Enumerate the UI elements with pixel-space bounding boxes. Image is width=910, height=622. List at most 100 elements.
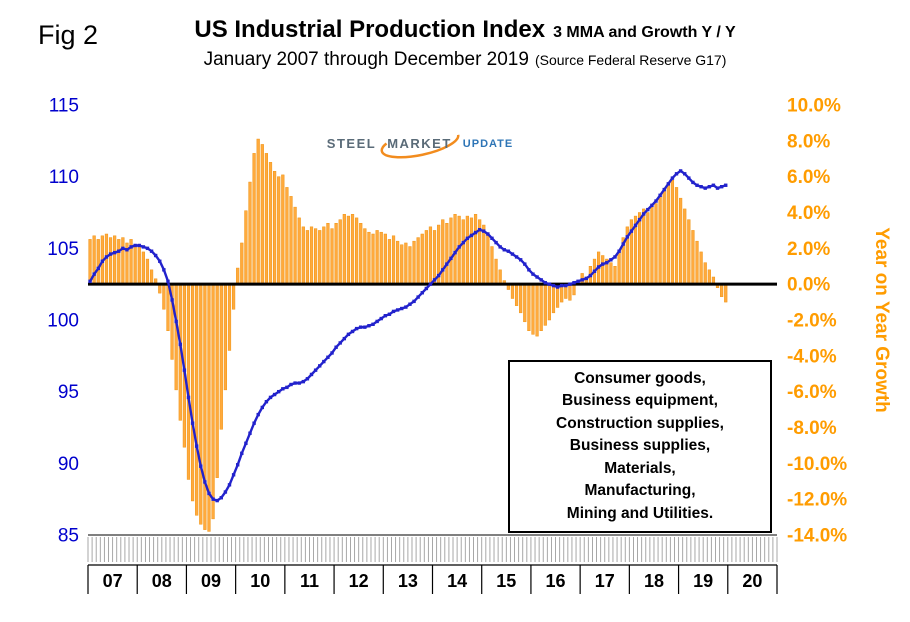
growth-bar [297, 217, 301, 285]
growth-bar [609, 262, 613, 285]
growth-bar [650, 206, 654, 285]
right-axis-title: Year on Year Growth [871, 227, 892, 413]
right-axis-tick-label: 4.0% [787, 203, 830, 224]
growth-bar [674, 187, 679, 285]
growth-bar [482, 224, 486, 285]
growth-bar [244, 210, 248, 285]
growth-bar [720, 283, 724, 297]
left-axis-tick-label: 100 [47, 311, 79, 332]
growth-bar [133, 246, 137, 285]
growth-bar [285, 187, 289, 285]
growth-bar [113, 235, 117, 285]
growth-bar [219, 283, 223, 430]
x-axis-year-label: 19 [693, 571, 713, 591]
growth-bar [281, 174, 285, 285]
growth-bar [252, 153, 256, 285]
growth-bar [137, 244, 141, 285]
logo-update-text: UPDATE [462, 137, 514, 150]
growth-bar [236, 267, 240, 285]
growth-bar [318, 230, 322, 285]
left-axis-tick-label: 95 [58, 382, 79, 403]
growth-bar [642, 208, 646, 285]
growth-bar [547, 283, 551, 321]
growth-bar [309, 226, 314, 285]
growth-bar [293, 206, 297, 285]
growth-bar [670, 180, 675, 285]
growth-bar [227, 283, 232, 351]
growth-bar [572, 283, 576, 296]
growth-bar [199, 283, 203, 525]
index-line-markers [88, 169, 728, 503]
x-axis-year-label: 13 [398, 571, 418, 591]
growth-bar [223, 283, 227, 391]
x-axis: 07 08 09 10 11 12 13 14 15 16 17 18 19 20 [87, 565, 778, 594]
growth-bar [260, 144, 264, 285]
growth-bar [683, 208, 687, 285]
growth-bar [523, 283, 527, 323]
growth-bar [289, 196, 293, 285]
growth-bar [404, 242, 408, 285]
x-axis-year-label: 12 [349, 571, 369, 591]
growth-bar [117, 239, 121, 285]
growth-bar [215, 283, 219, 478]
growth-bar [396, 240, 400, 285]
growth-bar [420, 233, 424, 285]
figure-number: Fig 2 [38, 20, 99, 50]
annotation-line: Mining and Utilities. [566, 504, 714, 522]
right-axis-tick-label: -10.0% [787, 454, 847, 475]
growth-bar [519, 283, 523, 314]
growth-bar [367, 231, 371, 285]
growth-bar [461, 219, 465, 285]
chart-header: US Industrial Production Index 3 MMA and … [60, 16, 870, 71]
left-axis-tick-label: 105 [47, 239, 79, 260]
growth-bar [264, 153, 269, 285]
x-axis-year-label: 10 [250, 571, 270, 591]
growth-bar [601, 255, 605, 285]
annotation-line: Materials, [604, 459, 676, 477]
growth-bar [326, 223, 330, 285]
growth-bar [638, 212, 642, 285]
chart-subtitle-main: January 2007 through December 2019 [203, 49, 529, 70]
right-axis-tick-label: 0.0% [787, 275, 830, 296]
x-axis-year-label: 15 [496, 571, 516, 591]
growth-bar [203, 283, 207, 530]
x-axis-year-label: 16 [546, 571, 566, 591]
chart-title-main: US Industrial Production Index [194, 16, 546, 43]
growth-bar [551, 283, 556, 314]
growth-bar [568, 283, 572, 301]
growth-bar [707, 269, 711, 285]
growth-bar [724, 283, 728, 303]
logo-swoosh-icon [380, 127, 460, 159]
growth-bar [453, 214, 457, 285]
growth-bar [408, 246, 412, 285]
left-axis-tick-label: 85 [58, 526, 79, 547]
growth-bar [231, 283, 236, 310]
growth-bar [383, 233, 387, 285]
growth-bar [96, 239, 100, 285]
growth-bar [121, 237, 125, 285]
growth-bar [543, 283, 547, 326]
growth-bar [699, 251, 703, 285]
growth-bar [441, 219, 445, 285]
growth-bar [687, 219, 691, 285]
growth-bar [617, 251, 621, 285]
sectors-annotation-box: Consumer goods, Business equipment, Constr… [508, 360, 772, 534]
growth-bar [301, 226, 305, 285]
logo-market-text: MARKET [380, 127, 460, 159]
left-axis-tick-label: 90 [58, 454, 79, 475]
growth-bar [268, 162, 273, 285]
growth-bar [695, 240, 699, 285]
growth-bar [248, 181, 252, 285]
x-axis-year-label: 14 [447, 571, 467, 591]
growth-bar [211, 283, 215, 520]
growth-bar [691, 230, 695, 285]
growth-bar [428, 226, 433, 285]
growth-bar [145, 258, 150, 285]
x-axis-year-label: 17 [595, 571, 615, 591]
annotation-line: Construction supplies, [556, 414, 724, 432]
growth-bar [527, 283, 531, 331]
chart-title-suffix: 3 MMA and Growth Y / Y [553, 24, 736, 41]
right-axis-tick-label: 2.0% [787, 239, 830, 260]
